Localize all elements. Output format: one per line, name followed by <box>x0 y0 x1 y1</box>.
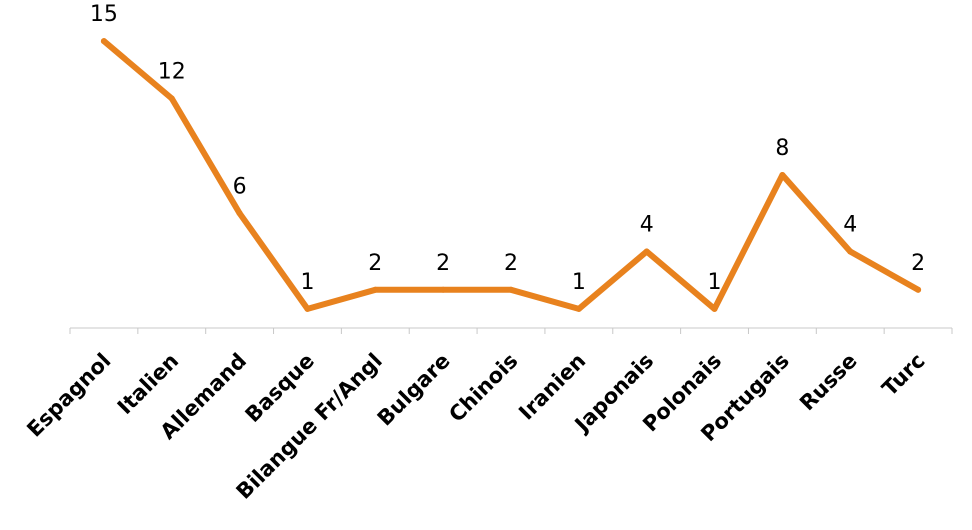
data-point-japonais <box>643 248 650 255</box>
x-axis <box>69 327 953 334</box>
x-tick-label: Espagnol <box>22 349 115 442</box>
x-tick-label: Bulgare <box>373 349 455 431</box>
series-layer <box>100 38 922 312</box>
data-label: 2 <box>436 251 450 276</box>
data-label: 2 <box>504 251 518 276</box>
x-tick-label: Russe <box>795 349 862 416</box>
data-label: 1 <box>300 270 314 295</box>
data-point-turc <box>915 286 922 293</box>
data-label: 1 <box>572 270 586 295</box>
data-label: 6 <box>233 174 247 199</box>
data-label: 2 <box>911 251 925 276</box>
data-point-polonais <box>711 305 718 312</box>
data-point-basque <box>304 305 311 312</box>
data-label: 12 <box>158 60 186 85</box>
data-point-iranien <box>575 305 582 312</box>
data-label: 2 <box>368 251 382 276</box>
data-point-italien <box>168 95 175 102</box>
data-label: 15 <box>90 2 118 27</box>
x-tick-label: Turc <box>877 349 929 401</box>
data-point-allemand <box>236 210 243 217</box>
data-label: 4 <box>843 213 857 238</box>
data-point-bilangue-fr-angl <box>372 286 379 293</box>
data-label: 8 <box>775 136 789 161</box>
x-tick-label: Chinois <box>444 349 522 427</box>
data-point-chinois <box>508 286 514 293</box>
data-point-russe <box>847 248 854 255</box>
data-point-bulgare <box>440 286 447 293</box>
data-point-portugais <box>779 172 786 178</box>
data-point-espagnol <box>100 38 107 45</box>
data-label: 4 <box>640 213 654 238</box>
data-label: 1 <box>708 270 722 295</box>
x-tick-label: Italien <box>113 349 183 419</box>
